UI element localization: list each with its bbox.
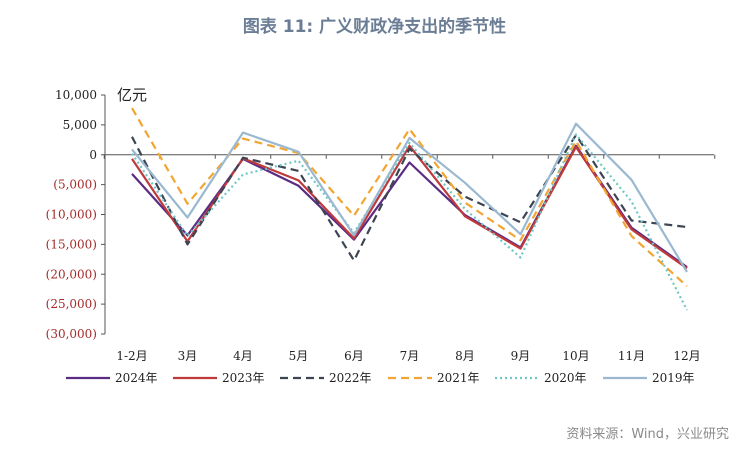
x-tick-label: 7月	[400, 349, 420, 363]
x-tick-label: 1-2月	[116, 349, 147, 363]
y-tick-label: (5,000)	[53, 178, 97, 192]
series-line-2020年	[131, 133, 688, 311]
legend-label: 2023年	[222, 371, 265, 385]
x-tick-label: 10月	[562, 349, 589, 363]
series-line-2024年	[131, 144, 688, 268]
x-tick-label: 11月	[618, 349, 645, 363]
y-tick-label: 10,000	[55, 88, 97, 102]
legend-label: 2022年	[329, 371, 372, 385]
y-tick-label: (20,000)	[46, 267, 97, 281]
y-tick-label: 5,000	[63, 118, 97, 132]
x-tick-label: 4月	[233, 349, 253, 363]
x-tick-label: 9月	[511, 349, 531, 363]
series-line-2023年	[131, 144, 688, 270]
y-tick-label: (25,000)	[46, 297, 97, 311]
y-unit-label: 亿元	[117, 86, 148, 104]
x-tick-label: 3月	[178, 349, 198, 363]
y-tick-label: (10,000)	[46, 208, 97, 222]
y-tick-label: 0	[89, 148, 97, 162]
x-tick-label: 5月	[289, 349, 309, 363]
source-note: 资料来源：Wind，兴业研究	[566, 427, 729, 442]
chart-title: 图表 11: 广义财政净支出的季节性	[242, 17, 507, 37]
x-tick-label: 6月	[344, 349, 364, 363]
x-tick-label: 8月	[455, 349, 475, 363]
legend-label: 2020年	[544, 371, 587, 385]
legend-label: 2024年	[115, 371, 158, 385]
x-tick-label: 12月	[673, 349, 700, 363]
series-line-2022年	[131, 133, 688, 262]
series-line-2019年	[131, 122, 688, 273]
y-tick-label: (30,000)	[46, 327, 97, 341]
y-tick-label: (15,000)	[46, 237, 97, 251]
legend-label: 2019年	[652, 371, 695, 385]
legend-label: 2021年	[437, 371, 480, 385]
